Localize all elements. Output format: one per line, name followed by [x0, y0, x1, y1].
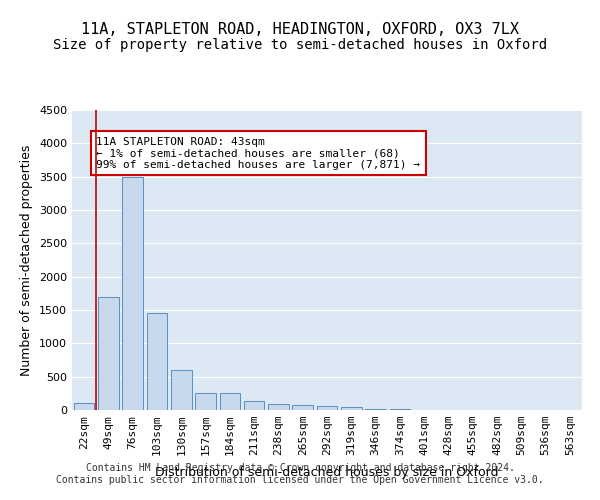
Bar [122, 176, 143, 410]
Text: Contains HM Land Registry data © Crown copyright and database right 2024.
Contai: Contains HM Land Registry data © Crown c… [56, 464, 544, 485]
Text: 11A, STAPLETON ROAD, HEADINGTON, OXFORD, OX3 7LX: 11A, STAPLETON ROAD, HEADINGTON, OXFORD,… [81, 22, 519, 38]
X-axis label: Distribution of semi-detached houses by size in Oxford: Distribution of semi-detached houses by … [155, 466, 499, 479]
Bar [98, 296, 119, 410]
Y-axis label: Number of semi-detached properties: Number of semi-detached properties [20, 144, 34, 376]
Bar [341, 407, 362, 410]
Bar [220, 394, 240, 410]
Bar [171, 370, 191, 410]
Bar [74, 404, 94, 410]
Bar [268, 404, 289, 410]
Bar [365, 408, 386, 410]
Bar [195, 394, 216, 410]
Bar [244, 400, 265, 410]
Bar [317, 406, 337, 410]
Text: 11A STAPLETON ROAD: 43sqm
← 1% of semi-detached houses are smaller (68)
99% of s: 11A STAPLETON ROAD: 43sqm ← 1% of semi-d… [96, 136, 420, 170]
Bar [146, 314, 167, 410]
Text: Size of property relative to semi-detached houses in Oxford: Size of property relative to semi-detach… [53, 38, 547, 52]
Bar [292, 404, 313, 410]
